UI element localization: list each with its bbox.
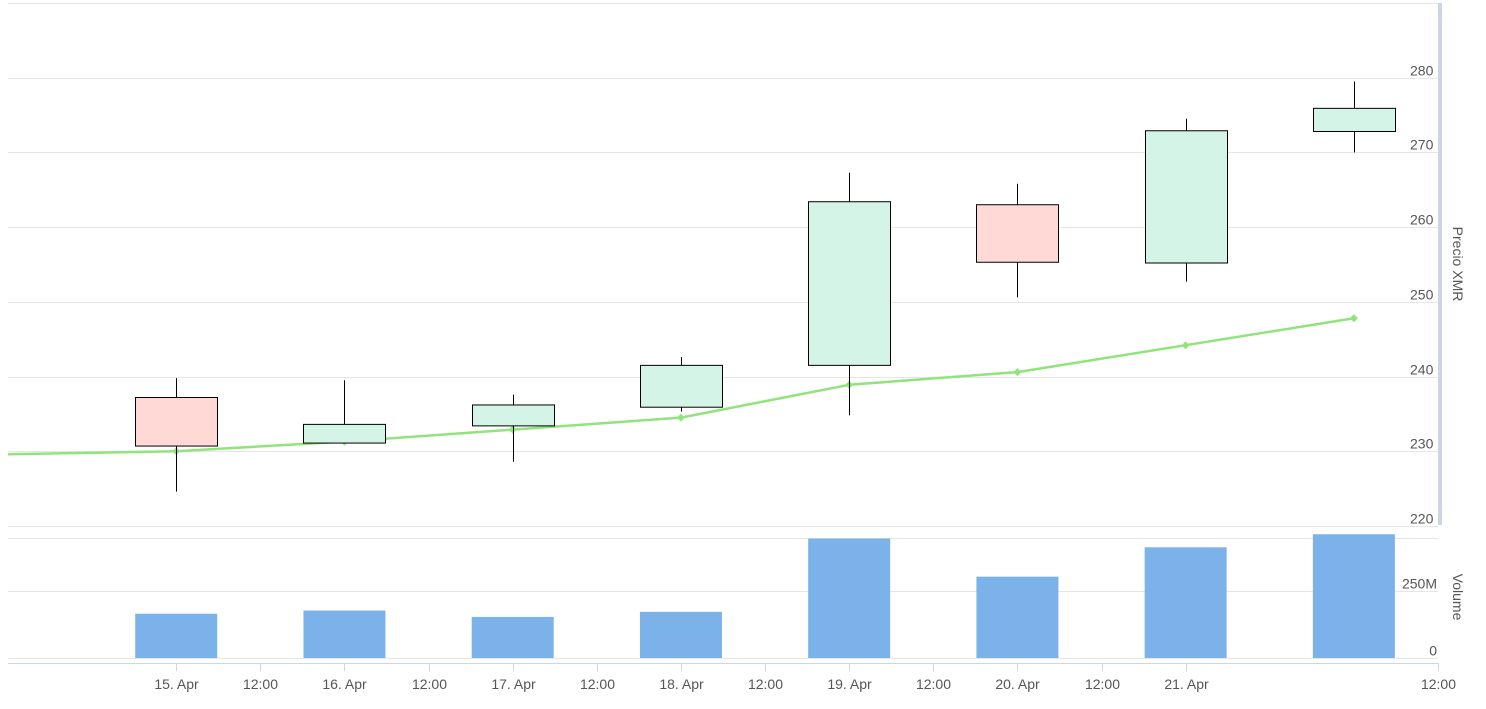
- x-tick-label: 21. Apr: [1164, 676, 1209, 692]
- volume-tick-label: 250M: [1402, 576, 1437, 592]
- candle-series: [135, 81, 1396, 492]
- x-tick-label: 18. Apr: [659, 676, 704, 692]
- x-tick-label: 12:00: [916, 676, 951, 692]
- candle-body-down: [135, 396, 218, 447]
- x-tick-label: 19. Apr: [827, 676, 872, 692]
- volume-bar: [976, 576, 1059, 658]
- candle-body-up: [303, 423, 386, 444]
- candle-body-up: [1145, 130, 1228, 264]
- x-tick-label: 15. Apr: [154, 676, 199, 692]
- candle-body-up: [472, 404, 555, 427]
- moving-average-marker: [1181, 341, 1190, 350]
- volume-bar: [303, 610, 386, 658]
- price-tick-label: 260: [1410, 212, 1434, 228]
- x-tick-label: 12:00: [412, 676, 447, 692]
- price-tick-label: 230: [1410, 436, 1434, 452]
- price-tick-label: 240: [1410, 362, 1434, 378]
- volume-series: [135, 534, 1395, 658]
- candle-body-down: [976, 204, 1059, 263]
- volume-tick-label: 0: [1429, 643, 1437, 659]
- price-axis-title: Precio XMR: [1450, 227, 1466, 302]
- volume-bar: [808, 538, 891, 658]
- scrollbar-track: [1438, 3, 1442, 525]
- x-tick-label: 16. Apr: [322, 676, 367, 692]
- price-tick-label: 270: [1410, 137, 1434, 153]
- candle-body-up: [808, 201, 891, 366]
- x-tick-label: 12:00: [580, 676, 615, 692]
- price-tick-label: 220: [1410, 511, 1434, 527]
- candle-body-up: [640, 364, 723, 408]
- volume-bar: [1312, 534, 1395, 658]
- axes: 220 230 240 250 260 270 280 0 250M 15. Apr 12:00 16…: [8, 3, 1456, 692]
- x-tick-label: 12:00: [748, 676, 783, 692]
- candle-body-up: [1313, 107, 1396, 133]
- price-tick-label: 280: [1410, 63, 1434, 79]
- volume-bar: [1144, 547, 1227, 658]
- moving-average-marker: [1013, 368, 1022, 377]
- x-tick-label: 17. Apr: [491, 676, 536, 692]
- volume-bar: [639, 611, 722, 658]
- x-tick-label: 12:00: [243, 676, 278, 692]
- volume-bar: [471, 616, 554, 658]
- x-tick-label: 12:00: [1421, 676, 1456, 692]
- x-tick-label: 20. Apr: [995, 676, 1040, 692]
- volume-axis-title: Volume: [1450, 574, 1466, 621]
- price-tick-label: 250: [1410, 287, 1434, 303]
- x-tick-label: 12:00: [1085, 676, 1120, 692]
- moving-average-marker: [1349, 314, 1358, 323]
- volume-bar: [135, 613, 218, 658]
- moving-average-marker: [508, 425, 517, 434]
- moving-average-marker: [676, 413, 685, 422]
